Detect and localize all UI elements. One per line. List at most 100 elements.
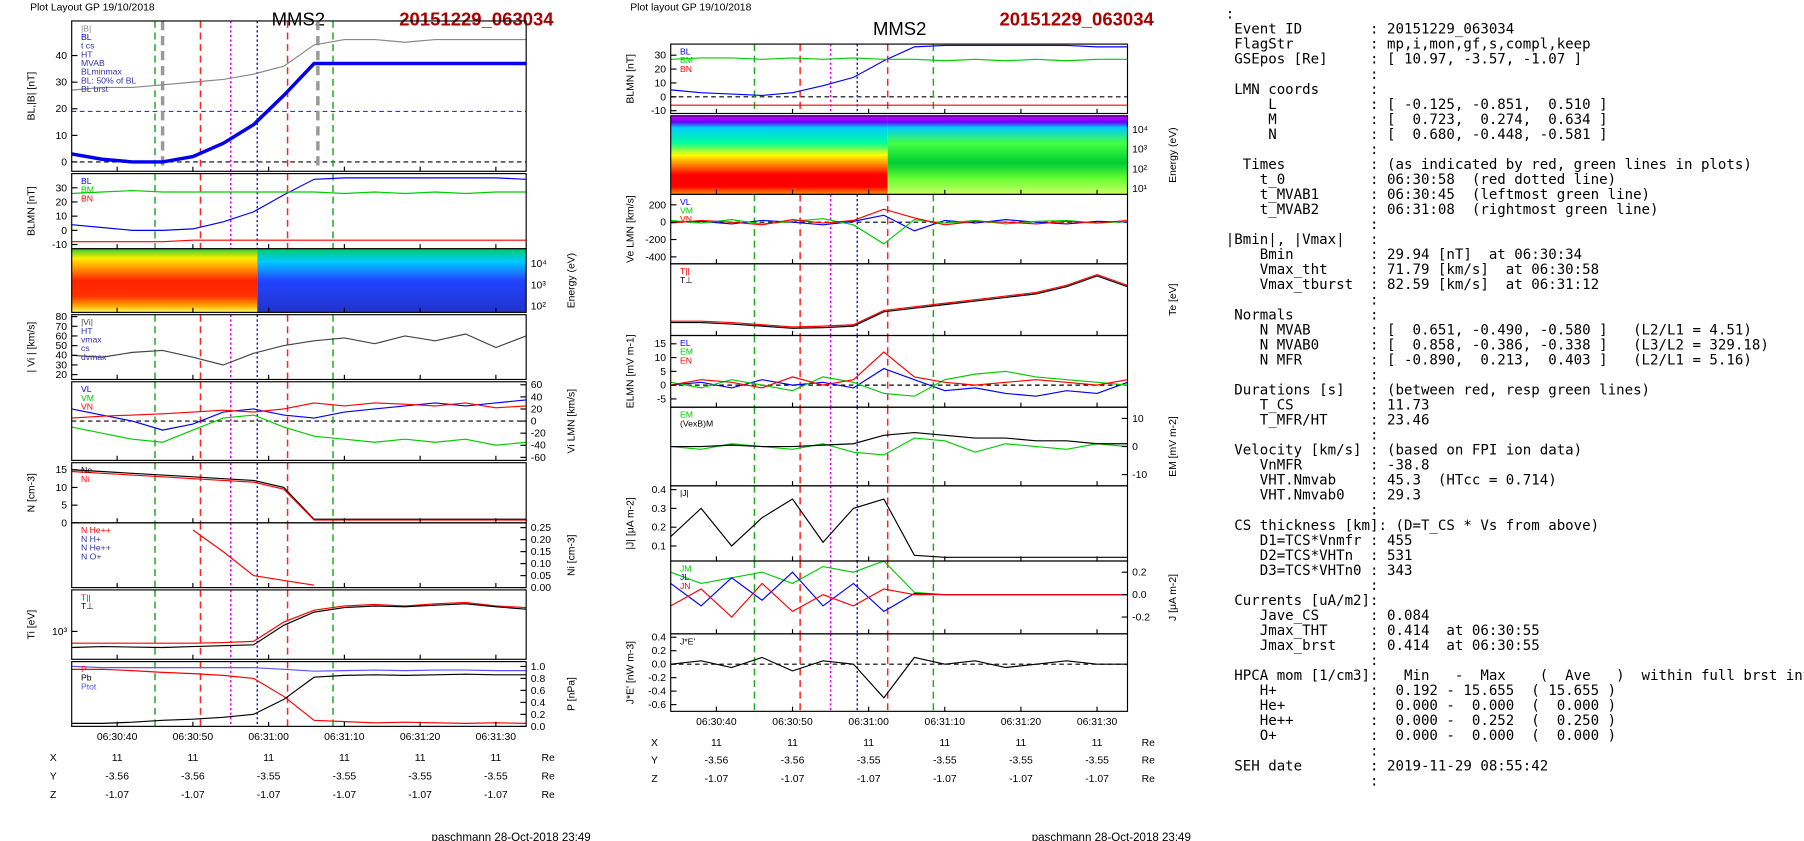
legend-entry: T|| <box>81 592 91 602</box>
title: MMS2 <box>873 18 926 39</box>
y-tick-label: 0 <box>61 226 67 237</box>
panel-plot <box>670 633 1128 712</box>
y2-tick-label: 0.8 <box>531 674 546 685</box>
info-line: M : [ 0.723, 0.274, 0.634 ] <box>1226 112 1608 128</box>
ephemeris-value: -3.56 <box>105 772 129 783</box>
legend-entry: BL <box>81 32 92 42</box>
x-tick-label: 06:31:30 <box>1077 717 1118 728</box>
ephemeris-label: X <box>50 753 57 764</box>
info-line: Normals : <box>1226 307 1379 323</box>
ephemeris-value: -3.55 <box>1009 755 1033 766</box>
series-line <box>670 367 1128 397</box>
ephemeris-unit: Re <box>1142 774 1156 785</box>
info-line: t_0 : 06:30:58 (red dotted line) <box>1226 172 1616 188</box>
y-tick-label: 0 <box>61 518 67 529</box>
info-line: T_MFR/HT : 23.46 <box>1226 413 1430 429</box>
ephemeris-value: -3.55 <box>1085 755 1109 766</box>
ephemeris-value: -3.55 <box>408 772 432 783</box>
y-tick-label: -0.6 <box>648 700 666 711</box>
x-tick-label: 06:31:20 <box>1001 717 1042 728</box>
legend-entry: VM <box>680 206 693 216</box>
ephemeris-value: -3.55 <box>257 772 281 783</box>
series-line <box>71 39 527 91</box>
series-line <box>71 177 527 231</box>
legend-entry: BL <box>680 46 691 56</box>
y2-tick-label: 0.4 <box>531 698 546 709</box>
ephemeris-value: 11 <box>112 753 123 764</box>
y-axis-label: BL,|B| [nT] <box>27 72 38 121</box>
x-tick-label: 06:31:10 <box>925 717 966 728</box>
y2-axis-label: Energy (eV) <box>567 253 578 308</box>
info-line: Vmax_tht : 71.79 [km/s] at 06:30:58 <box>1226 262 1599 278</box>
panel-plot <box>670 194 1128 264</box>
y2-tick-label: -40 <box>531 441 546 452</box>
legend-entry: VL <box>81 384 92 394</box>
legend-entry: BLminmax <box>81 67 123 77</box>
series-line <box>670 498 1128 558</box>
header: Plot layout GP 19/10/2018 <box>630 3 751 14</box>
legend-entry: |J| <box>680 488 689 498</box>
panel-frame <box>670 334 1129 408</box>
spectrogram-before <box>71 248 258 313</box>
legend-entry: T|| <box>680 266 690 276</box>
y2-tick-label: 0.6 <box>531 686 546 697</box>
y-tick-label: 40 <box>56 51 68 62</box>
legend-entry: Pb <box>81 673 92 683</box>
series-line <box>670 437 1128 456</box>
info-line: : <box>1226 217 1379 233</box>
info-line: H+ : 0.192 - 15.655 ( 15.655 ) <box>1226 683 1616 699</box>
y2-tick-label: 10² <box>531 301 547 312</box>
ephemeris-value: -3.55 <box>333 772 357 783</box>
y2-tick-label: 0.0 <box>531 722 546 733</box>
panel-plot <box>71 20 527 172</box>
series-line <box>71 333 527 366</box>
legend-entry: EL <box>680 338 691 348</box>
info-line: N MVAB : [ 0.651, -0.490, -0.580 ] (L2/L… <box>1226 322 1752 338</box>
legend-entry: EN <box>680 355 692 365</box>
info-line: : <box>1226 428 1379 444</box>
legend-entry: EM <box>680 410 693 420</box>
legend-entry: HT <box>81 326 93 336</box>
y-tick-label: 10 <box>56 483 68 494</box>
legend-entry: BM <box>680 55 693 65</box>
ephemeris-label: Y <box>651 755 658 766</box>
series-line <box>71 414 527 446</box>
info-line: FlagStr : mp,i,mon,gf,s,compl,keep <box>1226 37 1591 53</box>
info-line: CS thickness [km]: (D=T_CS * Vs from abo… <box>1226 518 1599 534</box>
series-line <box>71 603 527 649</box>
y-tick-label: 30 <box>56 78 68 89</box>
ephemeris-label: Z <box>651 774 658 785</box>
y-tick-label: 0.2 <box>652 646 667 657</box>
legend-entry: cs <box>81 343 90 353</box>
y-tick-label: 0 <box>61 157 67 168</box>
y2-tick-label: 10³ <box>1132 145 1148 156</box>
panel-plot <box>71 314 527 380</box>
y2-tick-label: 60 <box>531 380 543 391</box>
x-tick-label: 06:31:30 <box>476 732 517 743</box>
series-line <box>670 370 1128 397</box>
info-line: Durations [s] : (between red, resp green… <box>1226 382 1650 398</box>
info-line: : <box>1226 67 1379 83</box>
series-line <box>71 668 527 724</box>
info-line: Vmax_tburst : 82.59 [km/s] at 06:31:12 <box>1226 277 1599 293</box>
x-tick-label: 06:30:40 <box>97 732 138 743</box>
y2-axis-label: Te [eV] <box>1168 283 1179 315</box>
legend-entry: N O+ <box>81 551 101 561</box>
info-line: N : [ 0.680, -0.448, -0.581 ] <box>1226 127 1608 143</box>
y-tick-label: -10 <box>651 106 666 117</box>
series-line <box>670 208 1128 226</box>
ephemeris-value: -1.07 <box>1009 774 1033 785</box>
ephemeris-value: -1.07 <box>705 774 729 785</box>
panel-frame <box>670 485 1129 562</box>
info-line: L : [ -0.125, -0.851, 0.510 ] <box>1226 97 1608 113</box>
ephemeris-unit: Re <box>1142 738 1156 749</box>
info-line: VHT.Nmvab0 : 29.3 <box>1226 488 1421 504</box>
ephemeris-value: -3.56 <box>181 772 205 783</box>
y-tick-label: -0.2 <box>648 673 666 684</box>
series-line <box>670 44 1128 97</box>
y-axis-label: BLMN [nT] <box>27 186 38 236</box>
y2-tick-label: 10³ <box>531 280 547 291</box>
spectrogram-after <box>887 115 1128 195</box>
ephemeris-label: Z <box>50 790 57 801</box>
legend-entry: |Vi| <box>81 317 93 327</box>
